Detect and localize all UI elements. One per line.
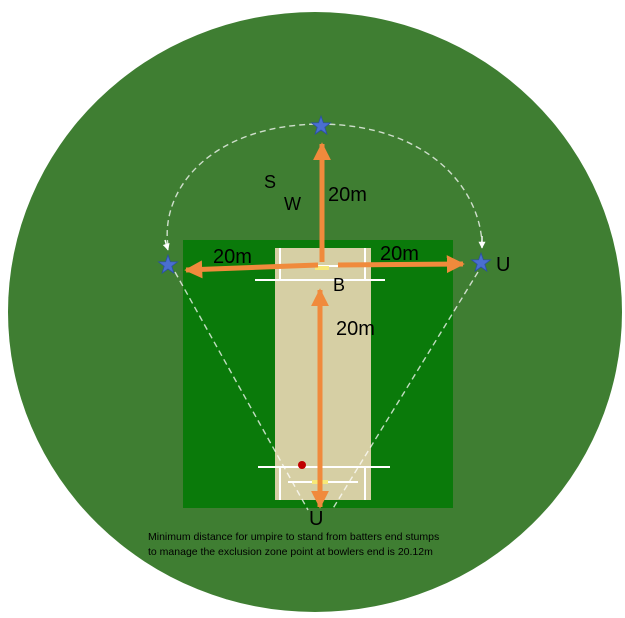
batters-stumps	[315, 266, 329, 270]
right-distance-label: 20m	[380, 243, 419, 265]
top-distance-label: 20m	[328, 184, 367, 206]
arrow-right	[337, 255, 465, 274]
down-distance-label: 20m	[336, 318, 375, 340]
umpire-bottom-label: U	[309, 508, 323, 530]
arrow-left	[184, 260, 319, 279]
slip-label: S	[264, 172, 276, 192]
left-distance-label: 20m	[213, 246, 252, 268]
note-line-2: to manage the exclusion zone point at bo…	[148, 546, 433, 558]
star-icon	[157, 253, 179, 275]
wicketkeeper-label: W	[284, 194, 301, 214]
left-sight-line	[174, 271, 309, 511]
pitch	[275, 248, 371, 500]
star-icon	[470, 251, 492, 273]
star-icon	[310, 114, 332, 136]
batter-label: B	[333, 275, 345, 295]
note-line-1: Minimum distance for umpire to stand fro…	[148, 531, 439, 543]
distance-arrows	[184, 142, 465, 509]
ball-icon	[298, 461, 306, 469]
umpire-right-label: U	[496, 254, 510, 276]
right-sight-line	[331, 271, 479, 511]
